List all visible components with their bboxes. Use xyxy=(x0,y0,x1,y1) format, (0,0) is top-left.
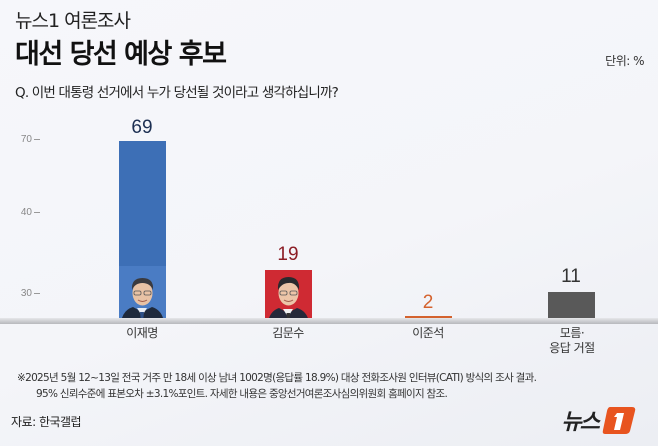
value-label-kim: 19 xyxy=(277,244,299,265)
y-tick-70: 70 xyxy=(0,134,40,145)
logo-text: 뉴스 xyxy=(561,410,601,435)
brand-subtitle: 뉴스1 여론조사 xyxy=(15,10,131,32)
value-label-dont-know: 11 xyxy=(561,266,581,287)
data-source: 자료: 한국갤럽 xyxy=(11,415,82,429)
survey-note-line1: ※2025년 5월 12~13일 전국 거주 만 18세 이상 남녀 1002명… xyxy=(17,372,537,384)
value-label-junseok: 2 xyxy=(422,292,434,313)
y-tick-40: 40 xyxy=(0,207,40,218)
page-title: 대선 당선 예상 후보 xyxy=(15,39,227,70)
bar-kim-moonsoo xyxy=(265,270,312,322)
candidate-portrait-icon xyxy=(119,266,166,322)
news1-logo-mark-icon xyxy=(602,407,636,434)
unit-label: 단위: % xyxy=(605,54,644,68)
category-label-line1: 모름· xyxy=(559,326,585,340)
category-label-lee: 이재명 xyxy=(126,326,158,340)
y-tick-30: 30 xyxy=(0,288,40,299)
value-label-lee: 69 xyxy=(131,117,153,138)
bar-dont-know xyxy=(548,292,595,322)
category-label-kim: 김문수 xyxy=(272,326,304,340)
survey-question: Q. 이번 대통령 선거에서 누가 당선될 것이라고 생각하십니까? xyxy=(15,85,339,101)
category-label-line2: 응답 거절 xyxy=(549,341,595,355)
category-label-dont-know: 모름· 응답 거절 xyxy=(527,326,617,356)
news1-logo: 뉴스 xyxy=(562,404,636,436)
candidate-portrait-icon xyxy=(265,270,312,322)
bar-lee-jaemyung xyxy=(119,141,166,322)
chart-baseline xyxy=(0,318,658,324)
survey-note-line2: 95% 신뢰수준에 표본오차 ±3.1%포인트. 자세한 내용은 중앙선거여론조… xyxy=(36,388,448,400)
category-label-junseok: 이준석 xyxy=(412,326,444,340)
